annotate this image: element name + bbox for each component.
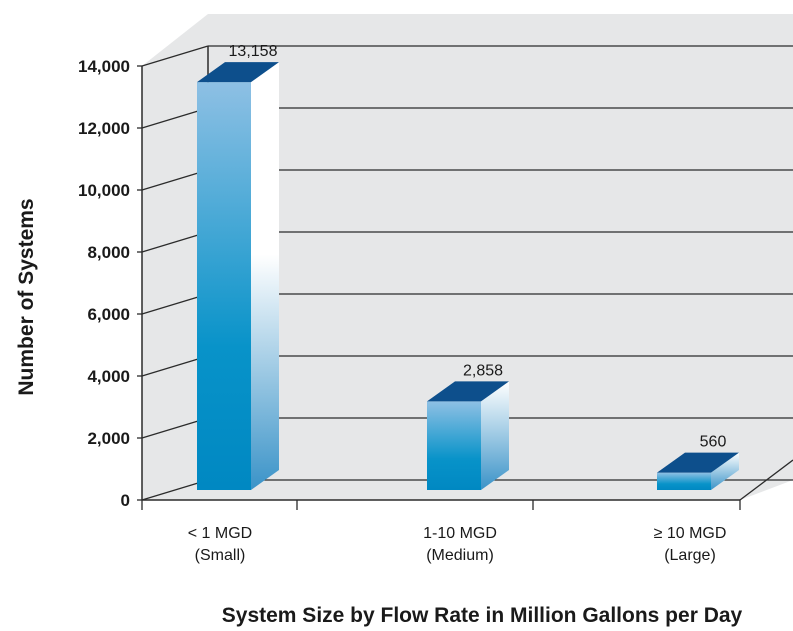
bar-front-face bbox=[657, 472, 711, 490]
bar-front-face bbox=[197, 82, 251, 491]
bar-side-face bbox=[711, 452, 739, 490]
bars bbox=[197, 62, 739, 491]
bar-2 bbox=[427, 381, 509, 490]
x-category-sublabel: (Medium) bbox=[426, 547, 494, 564]
bar-side-face bbox=[481, 381, 509, 490]
y-tick-labels: 0 2,000 4,000 6,000 8,000 10,000 12,000 14,000 bbox=[78, 57, 130, 510]
y-tick-label: 12,000 bbox=[78, 119, 130, 138]
x-category-label: < 1 MGD bbox=[188, 525, 252, 542]
y-tick-label: 0 bbox=[121, 491, 130, 510]
y-tick-label: 4,000 bbox=[87, 367, 130, 386]
y-tick-label: 6,000 bbox=[87, 305, 130, 324]
y-tick-label: 10,000 bbox=[78, 181, 130, 200]
y-tick-label: 14,000 bbox=[78, 57, 130, 76]
x-category-sublabel: (Small) bbox=[195, 547, 246, 564]
x-axis-title: System Size by Flow Rate in Million Gall… bbox=[222, 604, 743, 627]
bar-top-face bbox=[427, 381, 509, 402]
bar-top-face bbox=[657, 452, 739, 473]
bar-1 bbox=[197, 62, 279, 491]
data-label: 13,158 bbox=[229, 43, 278, 60]
gridlines bbox=[137, 45, 793, 501]
y-axis-title: Number of Systems bbox=[15, 198, 38, 395]
plot-back-wall bbox=[208, 14, 793, 480]
bar-3 bbox=[657, 452, 739, 490]
bar-top-face bbox=[197, 62, 279, 83]
data-label: 560 bbox=[700, 434, 727, 451]
bar-front-face bbox=[427, 401, 481, 490]
data-labels: 13,158 2,858 560 bbox=[229, 43, 727, 451]
y-tick-label: 8,000 bbox=[87, 243, 130, 262]
x-category-label: 1-10 MGD bbox=[423, 525, 497, 542]
data-label: 2,858 bbox=[463, 362, 503, 379]
x-category-label: ≥ 10 MGD bbox=[654, 525, 727, 542]
gridline-diagonal bbox=[141, 45, 209, 67]
y-tick-label: 2,000 bbox=[87, 429, 130, 448]
x-category-sublabel: (Large) bbox=[664, 547, 716, 564]
plot-left-wall bbox=[142, 14, 208, 500]
x-category-labels: < 1 MGD (Small) 1-10 MGD (Medium) ≥ 10 MGD (L… bbox=[188, 525, 727, 564]
bar-side-face bbox=[251, 62, 279, 491]
